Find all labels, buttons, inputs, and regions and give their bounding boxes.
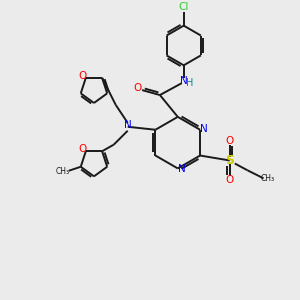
Text: O: O <box>226 175 234 185</box>
Text: O: O <box>226 136 234 146</box>
Text: O: O <box>79 144 87 154</box>
Text: O: O <box>79 71 87 81</box>
Text: N: N <box>180 76 188 86</box>
Text: H: H <box>186 78 193 88</box>
Text: N: N <box>124 120 131 130</box>
Text: S: S <box>225 154 234 167</box>
Text: CH₃: CH₃ <box>260 174 274 183</box>
Text: CH₃: CH₃ <box>56 167 70 176</box>
Text: O: O <box>133 83 141 93</box>
Text: N: N <box>200 124 208 134</box>
Text: N: N <box>178 164 186 174</box>
Text: Cl: Cl <box>178 2 189 12</box>
